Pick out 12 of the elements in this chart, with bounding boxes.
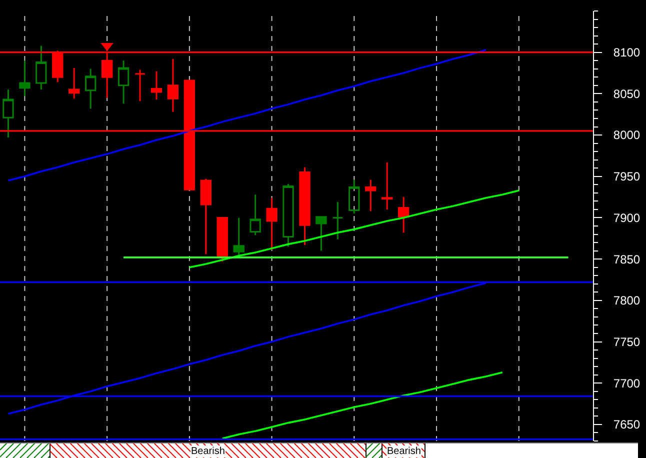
text: Bearish: [387, 446, 421, 457]
y-tick-label: 8100: [613, 46, 640, 60]
y-tick-label: 8050: [613, 86, 640, 101]
y-tick-label: 7950: [613, 170, 640, 184]
y-tick-label: 7800: [613, 294, 640, 308]
y-tick-label: 7650: [613, 418, 640, 432]
text: Bearish: [191, 446, 225, 457]
y-tick-label: 7900: [613, 210, 640, 225]
y-tick-label: 7750: [613, 334, 640, 349]
y-tick-label: 7850: [613, 252, 640, 266]
y-tick-label: 7700: [613, 376, 640, 390]
y-tick-label: 8000: [613, 128, 640, 142]
